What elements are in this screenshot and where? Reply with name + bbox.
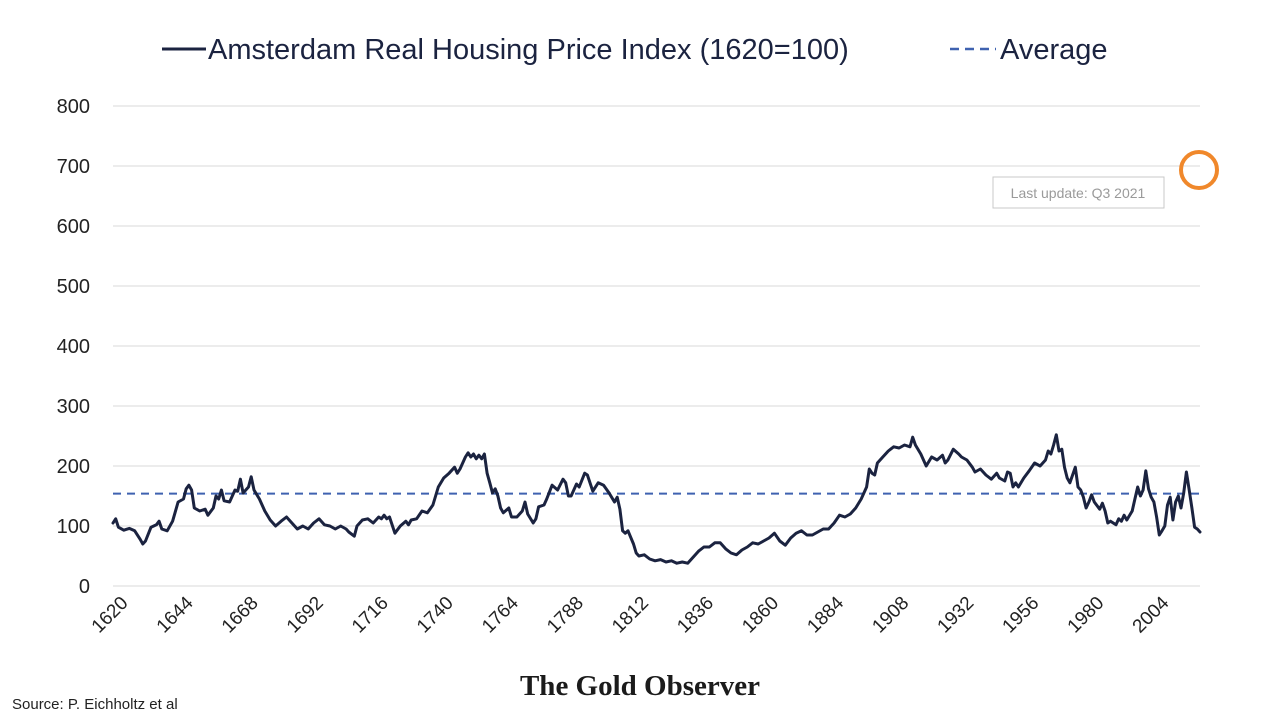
highlight-circle [1179, 150, 1219, 190]
brand-title: The Gold Observer [520, 670, 760, 702]
x-axis-ticks: 1620 1644 1668 1692 1716 1740 1764 1788 1812 1836… [88, 592, 1174, 637]
x-tick-label-1668: 1668 [218, 593, 263, 638]
y-axis-ticks: 0 100 200 300 400 500 600 700 800 [57, 96, 90, 598]
y-tick-label-400: 400 [57, 336, 90, 358]
legend: Amsterdam Real Housing Price Index (1620… [162, 34, 1108, 66]
y-tick-label-200: 200 [57, 456, 90, 478]
x-tick-label-1644: 1644 [153, 592, 198, 637]
x-tick-label-1740: 1740 [413, 593, 458, 638]
x-tick-label-1716: 1716 [348, 593, 393, 638]
series-group [111, 433, 1202, 565]
series-line-housing-price-index [111, 433, 1202, 565]
x-tick-label-1956: 1956 [999, 593, 1044, 638]
x-tick-label-1908: 1908 [868, 593, 913, 638]
x-tick-label-1764: 1764 [478, 592, 523, 637]
x-tick-label-1860: 1860 [738, 593, 783, 638]
x-tick-label-1788: 1788 [543, 593, 588, 638]
y-tick-label-500: 500 [57, 276, 90, 298]
x-tick-label-1836: 1836 [673, 593, 718, 638]
source-note: Source: P. Eichholtz et al [12, 696, 178, 713]
x-tick-label-2004: 2004 [1129, 592, 1174, 637]
x-tick-label-1620: 1620 [88, 593, 133, 638]
y-tick-label-300: 300 [57, 396, 90, 418]
x-tick-label-1980: 1980 [1064, 593, 1109, 638]
x-tick-label-1812: 1812 [608, 593, 653, 638]
y-tick-label-800: 800 [57, 96, 90, 118]
x-tick-label-1884: 1884 [803, 592, 848, 637]
y-tick-label-700: 700 [57, 156, 90, 178]
x-tick-label-1692: 1692 [283, 593, 328, 638]
annotation: Last update: Q3 2021 [992, 176, 1165, 209]
x-tick-label-1932: 1932 [934, 593, 979, 638]
legend-average-label: Average [1000, 34, 1108, 66]
y-tick-label-600: 600 [57, 216, 90, 238]
last-update-text: Last update: Q3 2021 [1011, 185, 1146, 201]
y-tick-label-0: 0 [79, 576, 90, 598]
last-update-box [992, 176, 1165, 209]
y-tick-label-100: 100 [57, 516, 90, 538]
legend-series-label: Amsterdam Real Housing Price Index (1620… [208, 34, 849, 66]
